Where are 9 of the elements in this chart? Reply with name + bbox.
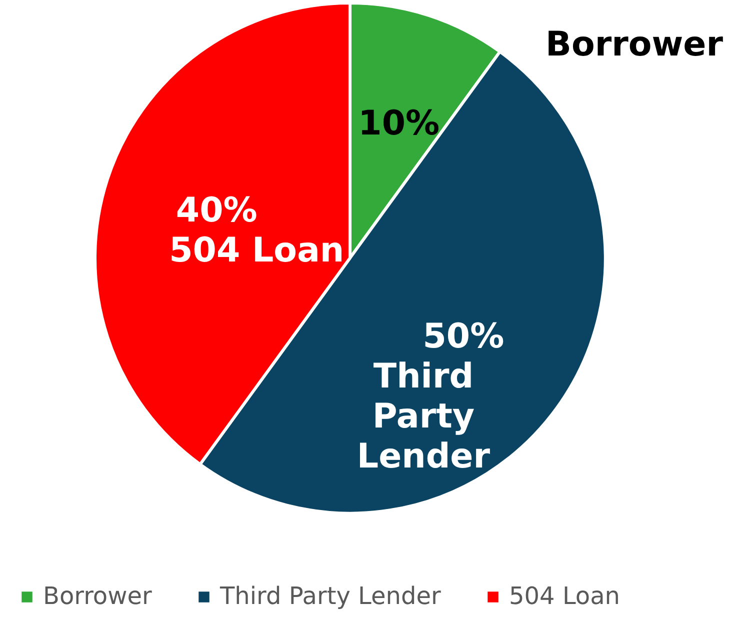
data-label: 40%: [176, 190, 258, 231]
slice-label: 504 Loan: [169, 230, 344, 271]
data-label: 10%: [358, 104, 440, 144]
category-label: Borrower: [546, 24, 723, 64]
legend-label: 504 Loan: [509, 582, 620, 610]
slice-label: Third Party Lender: [356, 356, 490, 476]
legend-label: Third Party Lender: [219, 582, 441, 610]
data-label: 50%: [422, 316, 504, 356]
legend-label: Borrower: [43, 582, 152, 610]
